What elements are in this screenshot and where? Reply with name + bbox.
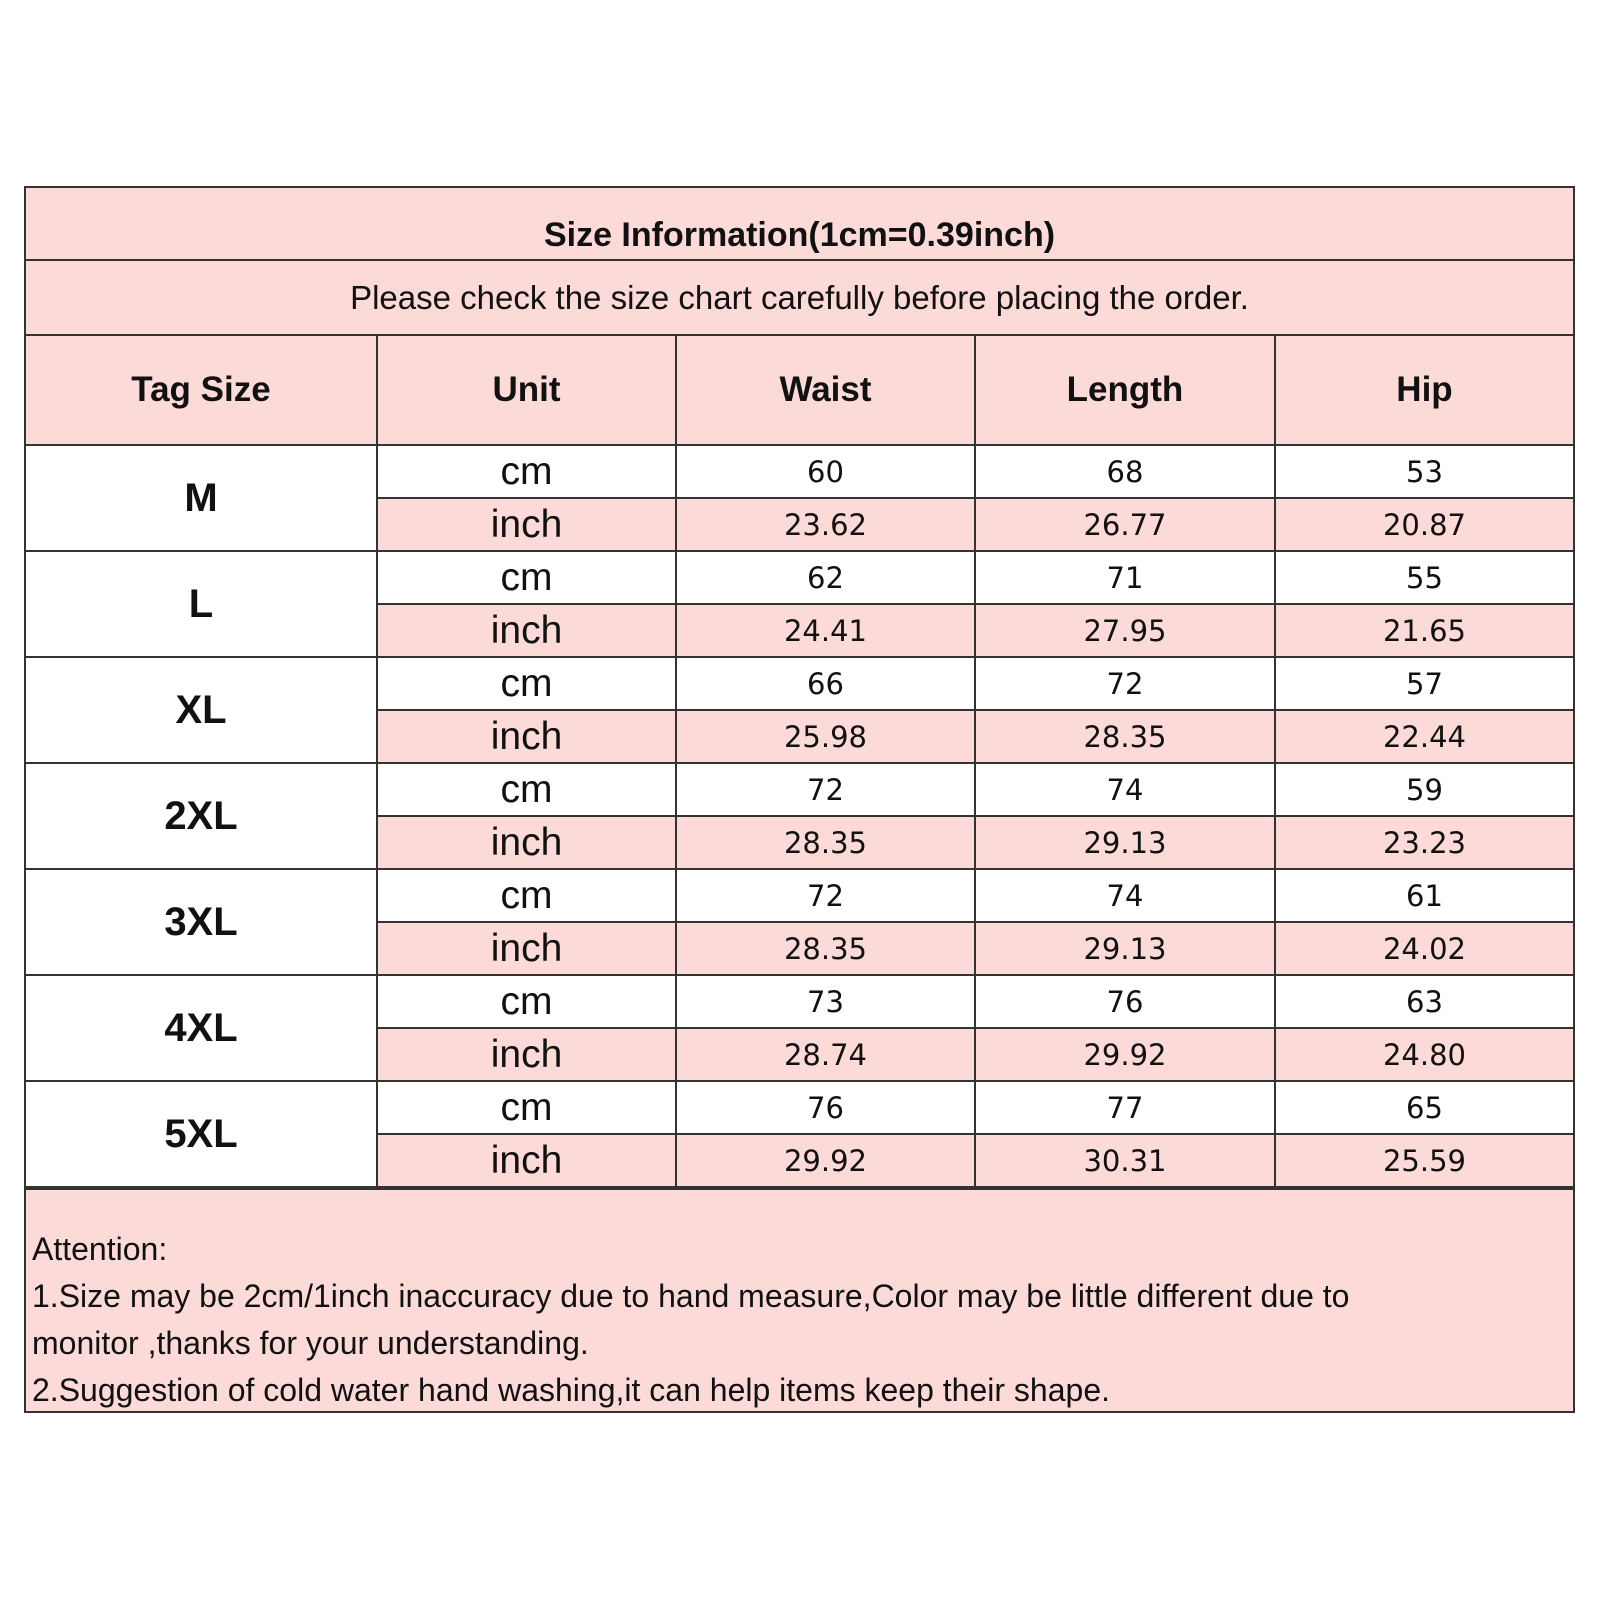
table-row: 3XL cm 72 74 61: [26, 868, 1573, 976]
waist-cell: 66: [675, 656, 976, 711]
hip-cell: 61: [1274, 868, 1573, 923]
hip-cell: 65: [1274, 1080, 1573, 1135]
unit-cell: inch: [377, 603, 677, 658]
waist-cell: 25.98: [675, 709, 976, 764]
tag-size-cell: XL: [26, 656, 378, 764]
hip-cell: 20.87: [1274, 497, 1573, 552]
header-length: Length: [974, 336, 1276, 446]
hip-cell: 21.65: [1274, 603, 1573, 658]
length-cell: 29.13: [974, 921, 1276, 976]
hip-cell: 23.23: [1274, 815, 1573, 870]
unit-cell: inch: [377, 497, 677, 552]
waist-cell: 73: [675, 974, 976, 1029]
waist-cell: 28.35: [675, 815, 976, 870]
waist-cell: 29.92: [675, 1133, 976, 1188]
hip-cell: 25.59: [1274, 1133, 1573, 1188]
table-row: 2XL cm 72 74 59: [26, 762, 1573, 870]
length-cell: 74: [974, 762, 1276, 817]
header-row: Tag Size Unit Waist Length Hip: [26, 336, 1573, 446]
waist-cell: 28.35: [675, 921, 976, 976]
length-cell: 71: [974, 550, 1276, 605]
size-chart: Size Information(1cm=0.39inch) Please ch…: [24, 186, 1575, 1413]
waist-cell: 28.74: [675, 1027, 976, 1082]
unit-cell: inch: [377, 1133, 677, 1188]
unit-cell: inch: [377, 709, 677, 764]
hip-cell: 22.44: [1274, 709, 1573, 764]
unit-cell: inch: [377, 815, 677, 870]
header-waist: Waist: [675, 336, 976, 446]
attention-notes: Attention: 1.Size may be 2cm/1inch inacc…: [26, 1188, 1573, 1411]
length-cell: 76: [974, 974, 1276, 1029]
unit-cell: cm: [376, 868, 677, 923]
note-line: monitor ,thanks for your understanding.: [32, 1325, 589, 1361]
unit-cell: cm: [376, 974, 677, 1029]
length-cell: 74: [974, 868, 1276, 923]
table-row: XL cm 66 72 57: [26, 656, 1573, 764]
unit-cell: inch: [377, 1027, 677, 1082]
unit-cell: cm: [376, 1080, 677, 1135]
length-cell: 29.92: [974, 1027, 1276, 1082]
length-cell: 68: [974, 444, 1276, 499]
waist-cell: 72: [675, 762, 976, 817]
hip-cell: 59: [1274, 762, 1573, 817]
table-row: inch 23.62 26.77 20.87: [26, 497, 1573, 552]
tag-size-cell: 2XL: [26, 762, 378, 870]
chart-subtitle: Please check the size chart carefully be…: [26, 261, 1573, 336]
length-cell: 30.31: [974, 1133, 1276, 1188]
unit-cell: cm: [376, 762, 677, 817]
length-cell: 26.77: [974, 497, 1276, 552]
waist-cell: 24.41: [675, 603, 976, 658]
waist-cell: 23.62: [675, 497, 976, 552]
table-row: 4XL cm 73 76 63: [26, 974, 1573, 1082]
hip-cell: 24.02: [1274, 921, 1573, 976]
hip-cell: 53: [1274, 444, 1573, 499]
hip-cell: 55: [1274, 550, 1573, 605]
table-row: 5XL cm 76 77 65: [26, 1080, 1573, 1188]
note-line: 1.Size may be 2cm/1inch inaccuracy due t…: [32, 1278, 1350, 1314]
unit-cell: cm: [376, 656, 677, 711]
tag-size-cell: 4XL: [26, 974, 378, 1082]
waist-cell: 60: [675, 444, 976, 499]
length-cell: 29.13: [974, 815, 1276, 870]
tag-size-cell: 3XL: [26, 868, 378, 976]
unit-cell: inch: [377, 921, 677, 976]
header-unit: Unit: [376, 336, 677, 446]
length-cell: 77: [974, 1080, 1276, 1135]
hip-cell: 24.80: [1274, 1027, 1573, 1082]
hip-cell: 57: [1274, 656, 1573, 711]
tag-size-cell: M: [26, 444, 378, 552]
length-cell: 27.95: [974, 603, 1276, 658]
length-cell: 72: [974, 656, 1276, 711]
waist-cell: 72: [675, 868, 976, 923]
length-cell: 28.35: [974, 709, 1276, 764]
notes-heading: Attention:: [32, 1231, 168, 1267]
header-hip: Hip: [1274, 336, 1573, 446]
tag-size-cell: L: [26, 550, 378, 658]
waist-cell: 76: [675, 1080, 976, 1135]
header-tag-size: Tag Size: [26, 336, 378, 446]
unit-cell: cm: [376, 550, 677, 605]
chart-title: Size Information(1cm=0.39inch): [26, 188, 1573, 261]
tag-size-cell: 5XL: [26, 1080, 378, 1188]
unit-cell: cm: [376, 444, 677, 499]
note-line: 2.Suggestion of cold water hand washing,…: [32, 1372, 1110, 1408]
waist-cell: 62: [675, 550, 976, 605]
hip-cell: 63: [1274, 974, 1573, 1029]
